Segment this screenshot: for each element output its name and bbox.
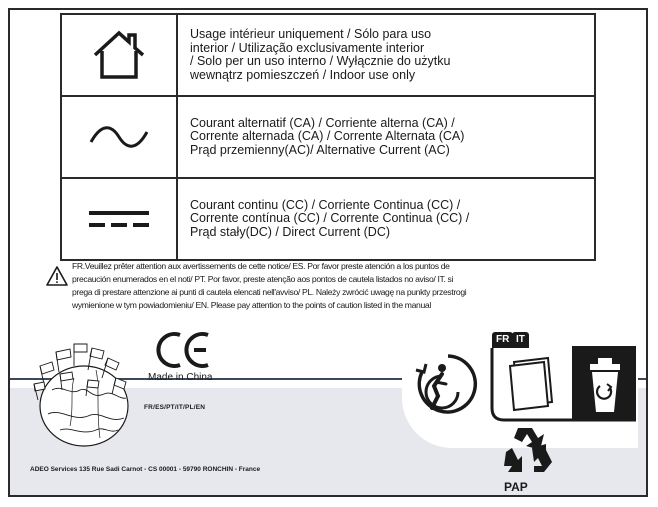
pap-label: PAP	[504, 480, 528, 494]
symbol-table: Usage intérieur uniquement / Sólo para u…	[60, 13, 596, 261]
text-line: Usage intérieur uniquement / Sólo para u…	[190, 27, 432, 41]
direct-current-icon	[89, 211, 149, 227]
ce-mark	[156, 331, 212, 374]
symbol-row-dc: Courant continu (CC) / Corriente Continu…	[62, 179, 594, 259]
symbol-row-ac: Courant alternatif (CA) / Corriente alte…	[62, 97, 594, 179]
text-line: precaución enumerados en el noti/ PT. Po…	[72, 274, 454, 284]
house-icon	[93, 30, 145, 79]
ce-mark-icon	[156, 332, 209, 368]
manufacturer-address: ADEO Services 135 Rue Sadi Carnot - CS 0…	[30, 466, 261, 473]
text-line: interior / Utilização exclusivamente int…	[190, 40, 425, 55]
triman-icon	[415, 354, 478, 414]
band-divider-left	[10, 378, 406, 380]
ac-text: Courant alternatif (CA) / Corriente alte…	[190, 97, 590, 177]
languages-label: FR/ES/PT/IT/PL/EN	[144, 404, 206, 411]
text-line: Corrente contínua (CC) / Corrente Contin…	[190, 211, 470, 226]
symbol-icon-cell	[62, 15, 178, 95]
sorting-guide-frame	[490, 346, 636, 422]
text-line: Prąd przemienny(AC)/ Alternative Current…	[190, 142, 450, 157]
text-line: Courant continu (CC) / Corriente Continu…	[190, 197, 461, 212]
warning-triangle-icon	[46, 266, 68, 286]
text-line: Corrente alternada (CA) / Corrente Alter…	[190, 129, 465, 144]
dc-text: Courant continu (CC) / Corriente Continu…	[190, 179, 590, 259]
made-in-label: Made in China	[148, 372, 213, 383]
symbol-icon-cell	[62, 97, 178, 177]
text-line: / Solo per un uso interno / Wyłącznie do…	[190, 54, 451, 68]
symbol-icon-cell	[62, 179, 178, 259]
globe-flags-icon	[33, 343, 129, 447]
alternating-current-icon	[89, 126, 149, 148]
badge-it: IT	[512, 332, 529, 348]
caution-text: FR.Veuillez prêter attention aux avertis…	[72, 260, 606, 312]
recycle-icon	[504, 428, 552, 472]
band-divider-right	[638, 378, 646, 380]
symbol-row-indoor: Usage intérieur uniquement / Sólo para u…	[62, 15, 594, 97]
text-line: wymienione w tym powiadomieniu/ EN. Plea…	[72, 300, 431, 310]
text-line: Prąd stały(DC) / Direct Current (DC)	[190, 224, 391, 239]
recycling-bin-icon	[590, 358, 620, 412]
text-line: prega di prestare attenzione ai punti di…	[72, 287, 467, 297]
badge-fr: FR	[492, 332, 514, 348]
text-line: Courant alternatif (CA) / Corriente alte…	[190, 115, 455, 130]
text-line: wewnątrz pomieszczeń / Indoor use only	[190, 67, 416, 82]
indoor-use-text: Usage intérieur uniquement / Sólo para u…	[190, 15, 590, 95]
text-line: FR.Veuillez prêter attention aux avertis…	[72, 261, 450, 271]
paper-sheets-icon	[508, 356, 554, 412]
